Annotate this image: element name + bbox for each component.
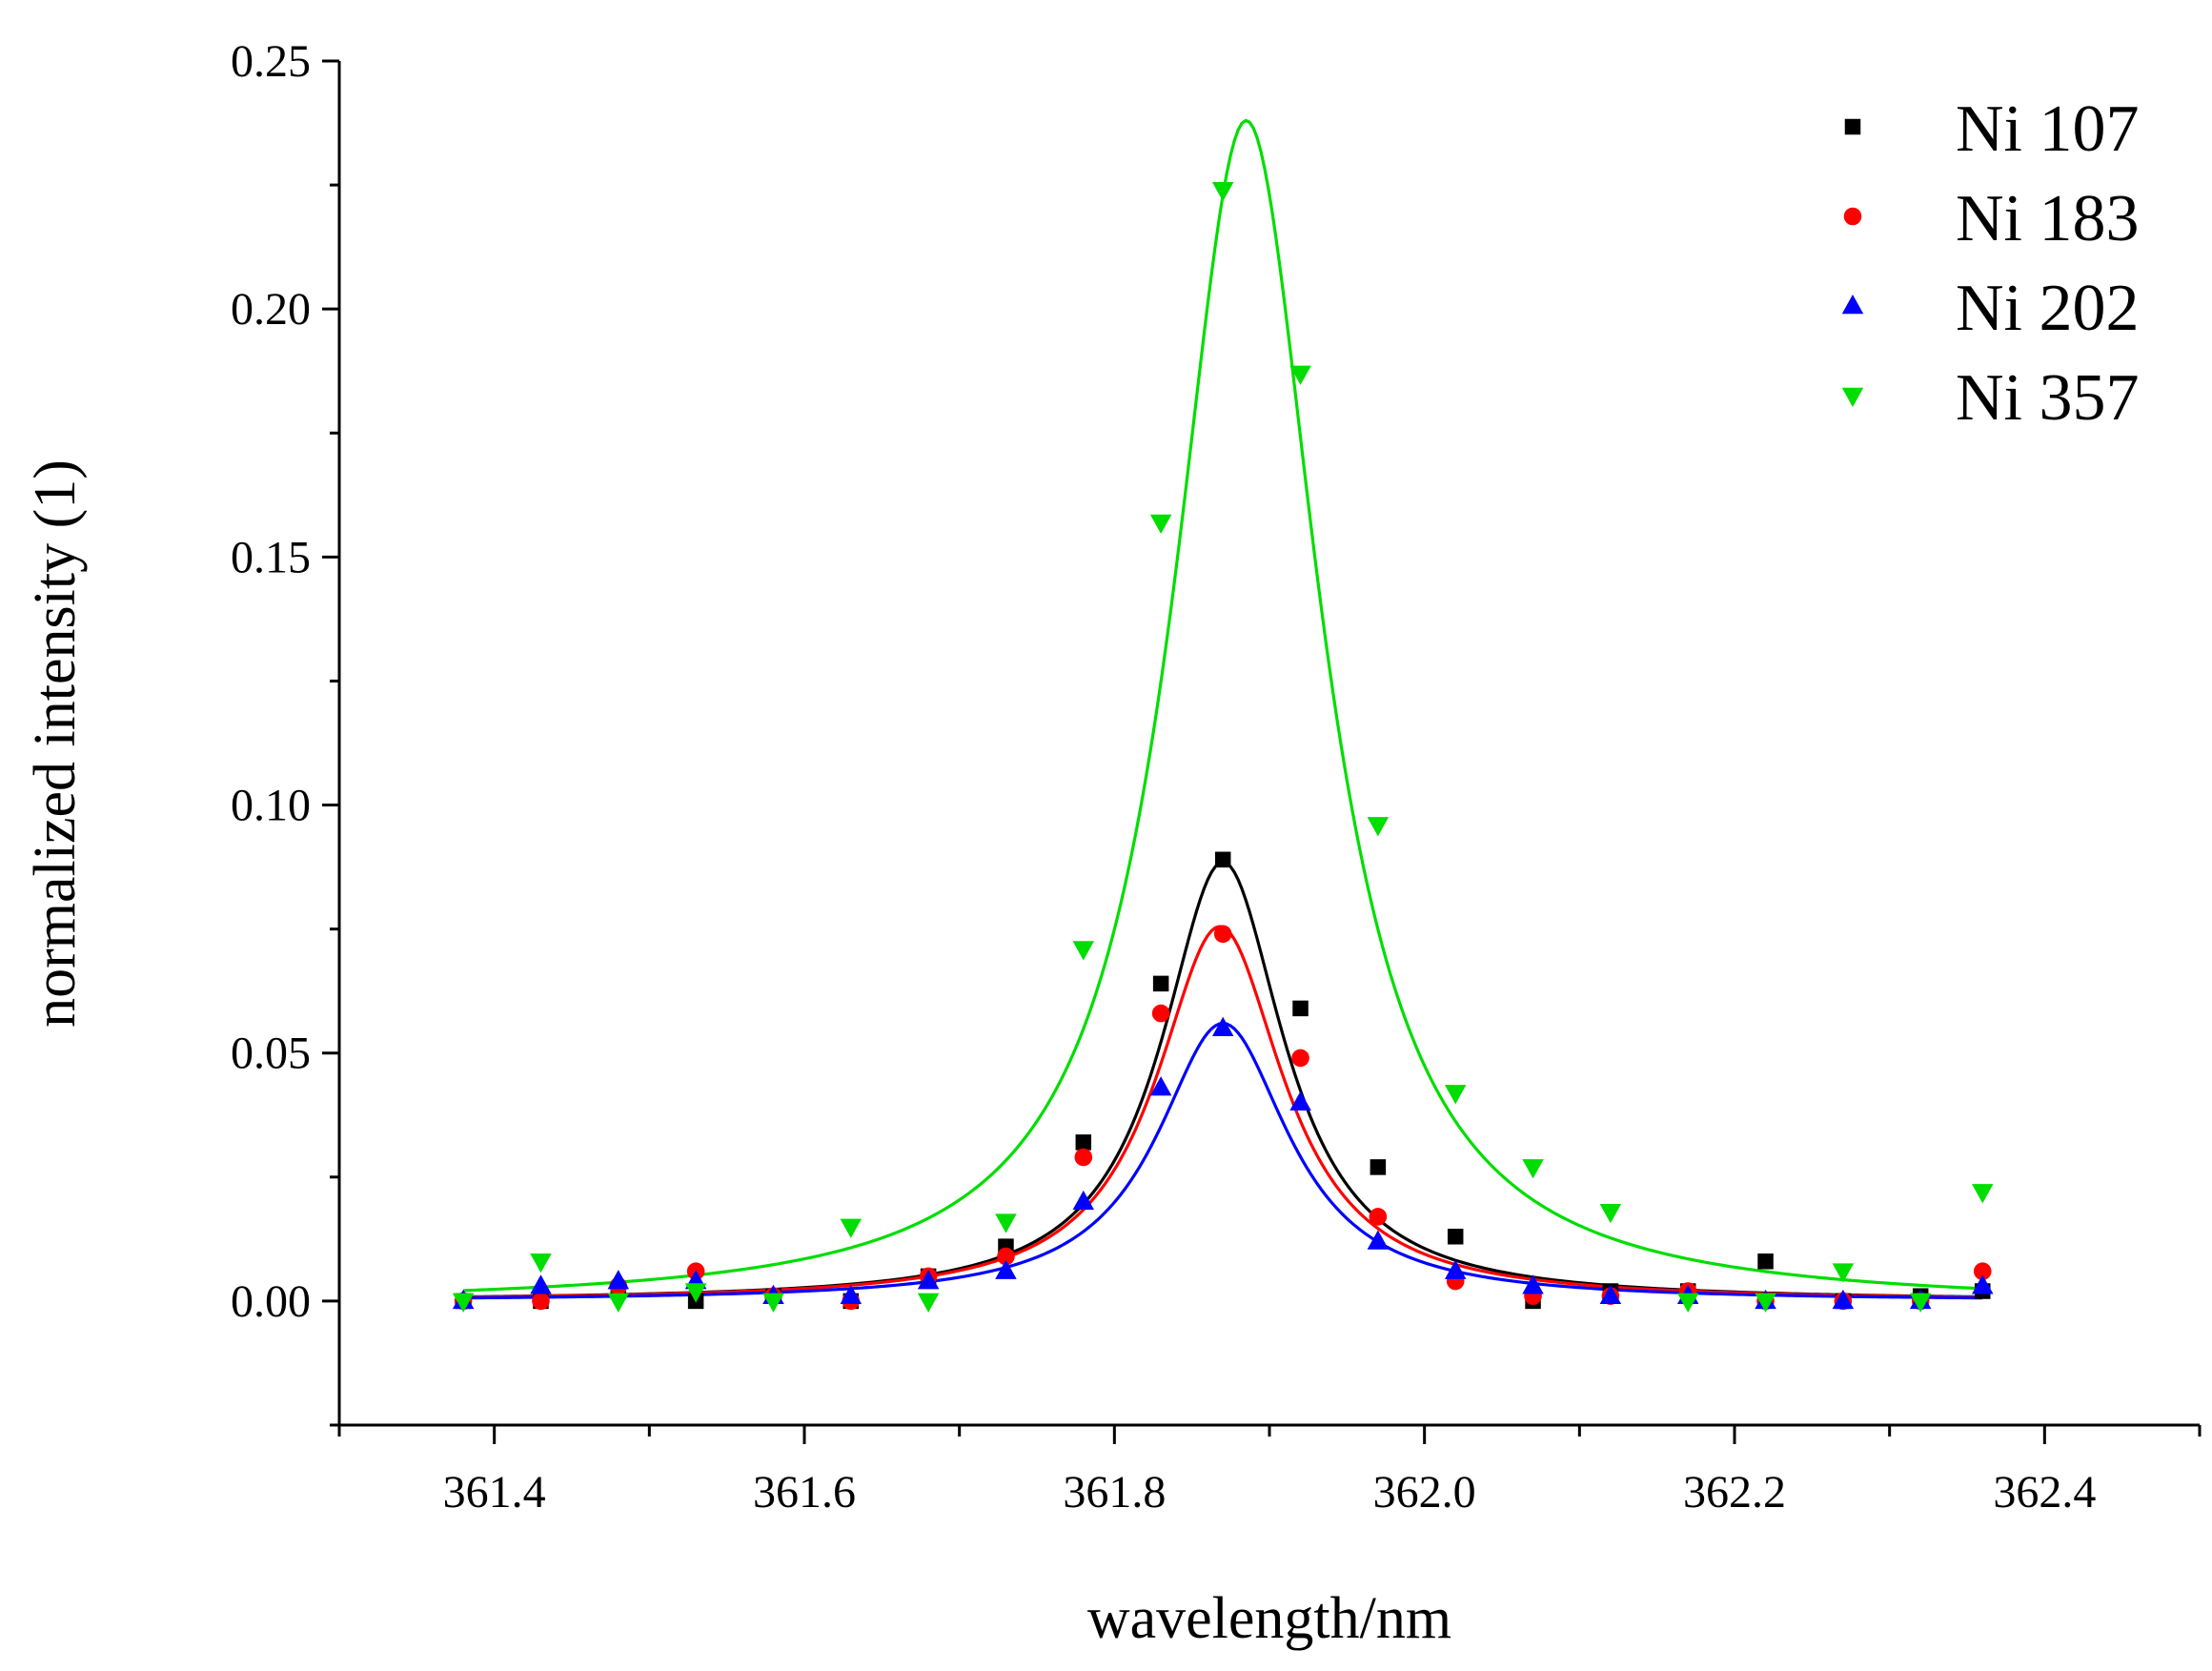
data-point-ni-107 xyxy=(1292,1000,1309,1017)
data-point-ni-202 xyxy=(1832,1289,1855,1310)
plot-frame xyxy=(337,61,2200,1427)
y-tick-label: 0.25 xyxy=(231,36,311,87)
data-point-ni-183 xyxy=(997,1247,1015,1266)
data-point-ni-202 xyxy=(995,1259,1017,1279)
y-tick-label: 0.10 xyxy=(231,781,311,831)
y-tick-label: 0.15 xyxy=(231,532,311,582)
data-point-ni-202 xyxy=(1522,1274,1544,1294)
data-point-ni-202 xyxy=(530,1274,552,1294)
data-point-ni-183 xyxy=(1369,1208,1388,1226)
data-point-ni-202 xyxy=(840,1284,862,1304)
ticks: 0.00 0.05 0.10 0.15 0.20 0.25 361.4 361.6 361.8 3… xyxy=(231,36,2202,1518)
data-point-ni-202 xyxy=(1972,1274,1994,1294)
data-point-ni-357 xyxy=(1832,1263,1855,1283)
data-point-ni-202 xyxy=(1599,1284,1622,1304)
data-point-ni-202 xyxy=(917,1270,940,1290)
data-point-ni-357 xyxy=(1367,817,1390,837)
legend-label: Ni 183 xyxy=(1956,182,2140,255)
data-point-ni-183 xyxy=(1291,1049,1309,1068)
x-axis-title: wavelength/nm xyxy=(1087,1586,1451,1651)
data-point-ni-107 xyxy=(1447,1229,1464,1245)
x-tick-label: 362.2 xyxy=(1683,1467,1786,1518)
x-tick-label: 362.0 xyxy=(1373,1467,1476,1518)
data-point-ni-107 xyxy=(1370,1159,1387,1175)
y-tick-label: 0.00 xyxy=(231,1276,311,1327)
data-point-ni-202 xyxy=(1211,1016,1234,1036)
data-point-ni-357 xyxy=(1289,365,1311,385)
data-point-ni-202 xyxy=(607,1270,630,1290)
data-point-ni-357 xyxy=(840,1218,862,1238)
data-point-ni-357 xyxy=(762,1293,784,1313)
legend-label: Ni 357 xyxy=(1956,361,2140,435)
data-point-ni-357 xyxy=(1211,182,1234,202)
legend: Ni 107 Ni 183 Ni 202 Ni 357 xyxy=(1841,92,2140,435)
data-point-ni-357 xyxy=(607,1293,630,1313)
data-point-ni-357 xyxy=(530,1253,552,1274)
data-point-ni-202 xyxy=(1149,1076,1172,1096)
data-point-ni-183 xyxy=(1074,1148,1093,1167)
fit-curve-ni-202 xyxy=(463,1021,1983,1300)
data-point-ni-202 xyxy=(1289,1090,1311,1111)
data-point-ni-107 xyxy=(1214,851,1231,868)
data-point-ni-357 xyxy=(1522,1159,1544,1179)
legend-marker-ni-107 xyxy=(1844,118,1861,135)
data-point-ni-107 xyxy=(1075,1134,1092,1151)
data-point-ni-357 xyxy=(1755,1293,1776,1313)
data-point-ni-357 xyxy=(917,1293,940,1313)
data-point-ni-357 xyxy=(452,1293,475,1313)
x-tick-label: 361.8 xyxy=(1063,1467,1166,1518)
x-tick-label: 361.4 xyxy=(443,1467,546,1518)
fit-curve-ni-357 xyxy=(463,118,1983,1293)
legend-marker-ni-357 xyxy=(1841,387,1864,407)
data-point-ni-357 xyxy=(1599,1203,1622,1224)
x-tick-label: 362.4 xyxy=(1993,1467,2096,1518)
data-point-ni-107 xyxy=(1152,975,1169,992)
data-point-ni-183 xyxy=(1151,1004,1170,1023)
legend-marker-ni-202 xyxy=(1841,295,1864,315)
y-tick-label: 0.05 xyxy=(231,1029,311,1079)
data-point-ni-357 xyxy=(1909,1293,1932,1313)
data-point-ni-183 xyxy=(1973,1262,1992,1280)
legend-label: Ni 202 xyxy=(1956,272,2140,345)
y-axis-title: normalized intensity (1) xyxy=(23,459,88,1028)
data-point-ni-357 xyxy=(1972,1184,1994,1204)
data-point-ni-357 xyxy=(1149,514,1172,534)
x-tick-label: 361.6 xyxy=(753,1467,856,1518)
data-point-ni-183 xyxy=(532,1292,550,1311)
data-point-ni-357 xyxy=(1676,1293,1699,1313)
data-point-ni-202 xyxy=(1367,1230,1390,1250)
data-point-ni-202 xyxy=(1444,1259,1467,1279)
data-point-ni-357 xyxy=(995,1213,1017,1233)
data-point-ni-202 xyxy=(1072,1190,1095,1211)
legend-label: Ni 107 xyxy=(1956,92,2140,166)
data-point-ni-183 xyxy=(1213,925,1232,944)
data-point-ni-357 xyxy=(1072,941,1095,961)
fit-curves xyxy=(463,118,1983,1300)
legend-marker-ni-183 xyxy=(1843,207,1862,226)
data-point-ni-357 xyxy=(1444,1085,1467,1105)
fit-curve-ni-183 xyxy=(463,925,1983,1299)
data-point-ni-357 xyxy=(684,1283,707,1303)
y-tick-label: 0.20 xyxy=(231,284,311,335)
data-markers xyxy=(452,182,1994,1313)
data-point-ni-107 xyxy=(1757,1253,1774,1270)
